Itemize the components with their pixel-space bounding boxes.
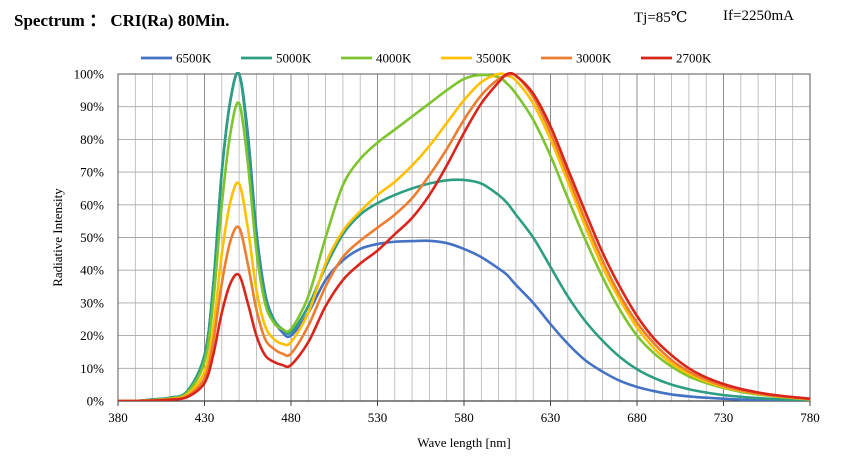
series-line-2700k [118, 72, 810, 401]
x-tick-label: 630 [541, 410, 561, 425]
x-tick-label: 680 [627, 410, 647, 425]
legend-label-3000k: 3000K [576, 51, 612, 66]
y-tick-label: 20% [80, 328, 104, 343]
legend-label-2700k: 2700K [676, 51, 712, 66]
y-tick-label: 10% [80, 361, 104, 376]
series-line-3000k [118, 72, 810, 401]
y-tick-label: 50% [80, 230, 104, 245]
x-tick-label: 730 [714, 410, 734, 425]
legend-label-3500k: 3500K [476, 51, 512, 66]
forward-current-label: If=2250mA [723, 8, 794, 24]
x-tick-label: 380 [108, 410, 128, 425]
x-tick-label: 580 [454, 410, 474, 425]
x-tick-label: 430 [195, 410, 215, 425]
legend-label-4000k: 4000K [376, 51, 412, 66]
legend-label-6500k: 6500K [176, 51, 212, 66]
legend-label-5000k: 5000K [276, 51, 312, 66]
x-tick-label: 480 [281, 410, 301, 425]
series-line-4000k [118, 73, 810, 401]
y-tick-label: 60% [80, 197, 104, 212]
x-tick-label: 780 [800, 410, 820, 425]
x-axis-title: Wave length [nm] [417, 435, 511, 450]
y-tick-label: 0% [87, 394, 105, 409]
y-tick-label: 80% [80, 132, 104, 147]
y-tick-label: 30% [80, 295, 104, 310]
x-tick-label: 530 [368, 410, 388, 425]
chart-title: Spectrum ： CRI(Ra) 80Min. [14, 11, 230, 30]
junction-temperature-label: Tj=85℃ [634, 10, 688, 26]
y-tick-label: 100% [74, 67, 105, 82]
y-tick-label: 90% [80, 99, 104, 114]
y-tick-label: 40% [80, 263, 104, 278]
y-tick-label: 70% [80, 165, 104, 180]
series-line-3500k [118, 72, 810, 401]
y-axis-title: Radiative Intensity [50, 188, 65, 287]
